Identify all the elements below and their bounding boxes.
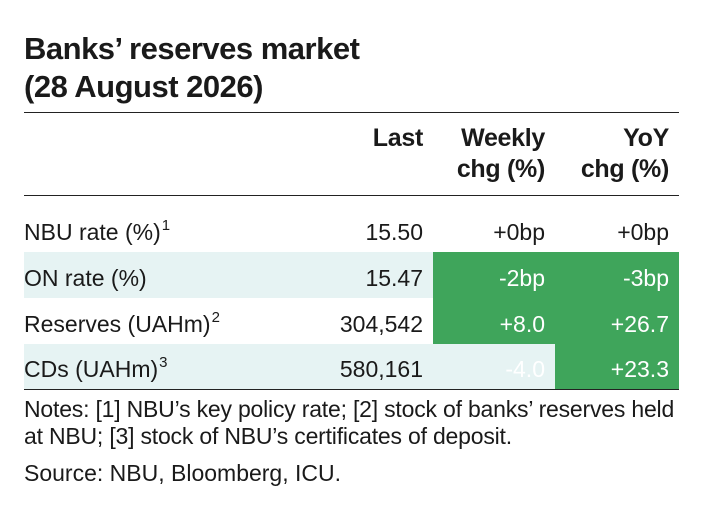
row-label: CDs (UAHm)3 <box>24 343 309 390</box>
row-yoy: +23.3 <box>555 343 679 390</box>
table-row: NBU rate (%)1 15.50 +0bp +0bp <box>24 196 679 252</box>
row-weekly: +0bp <box>493 218 545 245</box>
row-label: Reserves (UAHm)2 <box>24 308 220 337</box>
table-title: Banks’ reserves market (28 August 2026) <box>24 30 679 113</box>
row-last: 15.50 <box>365 218 423 245</box>
footnote-marker: 3 <box>159 354 168 371</box>
header-weekly: Weekly chg (%) <box>456 124 545 183</box>
footnote-marker: 2 <box>211 308 220 326</box>
row-weekly: -4.0 <box>433 343 555 390</box>
title-line-1: Banks’ reserves market <box>24 31 360 66</box>
row-weekly: -2bp <box>433 251 555 298</box>
row-yoy: -3bp <box>555 251 679 298</box>
footnote-marker: 1 <box>161 216 171 234</box>
header-last: Last <box>372 124 424 152</box>
table-row: CDs (UAHm)3 580,161 -4.0 +23.3 <box>24 343 679 390</box>
header-yoy: YoY chg (%) <box>580 124 669 183</box>
row-yoy: +0bp <box>617 218 669 245</box>
table-row: ON rate (%) 15.47 -2bp -3bp <box>24 251 679 298</box>
row-weekly: +8.0 <box>433 297 555 344</box>
row-yoy: +26.7 <box>555 297 679 344</box>
title-line-2: (28 August 2026) <box>24 69 263 104</box>
header-row: Last Weekly chg (%) YoY chg (%) <box>24 113 679 196</box>
row-label: NBU rate (%)1 <box>24 216 171 245</box>
row-last: 580,161 <box>309 343 433 390</box>
header-label-col <box>24 113 309 196</box>
row-last: 304,542 <box>339 310 423 337</box>
table-source: Source: NBU, Bloomberg, ICU. <box>24 460 342 486</box>
row-last: 15.47 <box>309 251 433 298</box>
reserves-market-table-panel: Banks’ reserves market (28 August 2026) … <box>24 30 679 487</box>
table-notes: Notes: [1] NBU’s key policy rate; [2] st… <box>24 396 675 449</box>
reserves-table: Last Weekly chg (%) YoY chg (%) NBU rate (… <box>24 113 679 390</box>
row-label: ON rate (%) <box>24 251 309 298</box>
table-row: Reserves (UAHm)2 304,542 +8.0 +26.7 <box>24 297 679 344</box>
